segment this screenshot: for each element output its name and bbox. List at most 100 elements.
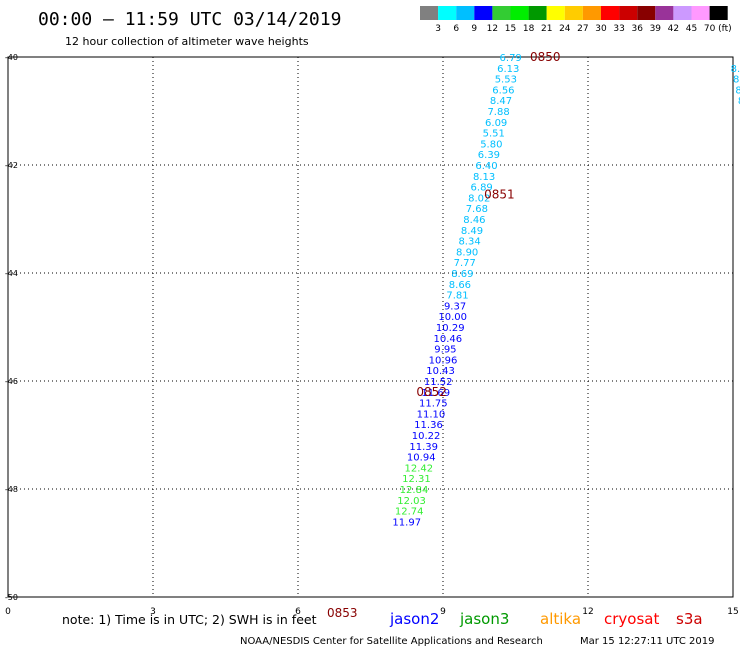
scale-swatch [655,6,674,20]
footer-credit: NOAA/NESDIS Center for Satellite Applica… [240,636,543,647]
swh-value-label: 10.46 [434,334,463,345]
swh-value-label: 6.79 [500,53,522,64]
satellite-label: cryosat [604,610,659,628]
axes: 0 3 6 9 12 15 -40 -42 -44 -46 -48 -50 [5,53,739,617]
scale-label: 33 [613,24,624,34]
x-tick-label: 12 [582,607,593,617]
swh-value-label: 8.34 [458,237,480,248]
swh-value-label: 12.31 [402,474,431,485]
swh-value-label: 12.42 [405,463,434,474]
swh-value-label: 6.13 [497,64,519,75]
time-label: 0851 [484,188,515,202]
y-tick-label: -40 [5,53,18,62]
swh-value-label: 9.95 [434,345,456,356]
swh-value-label: 6.09 [485,118,507,129]
swh-value-label: 6.89 [471,183,493,194]
time-label: 0853 [327,606,358,620]
scale-label: 12 [487,24,498,34]
swh-value-label: 6.40 [475,161,497,172]
plot-frame [7,56,734,598]
swh-value-label: 7.81 [446,291,468,302]
swh-value-label: 10.22 [412,431,441,442]
scale-label: 21 [541,24,552,34]
swh-value-label: 8 [735,85,740,96]
swh-value-label: 12.84 [400,485,429,496]
swh-value-label: 10.43 [426,366,455,377]
scale-swatch [582,6,601,20]
scale-label: 18 [523,24,535,34]
chart-subtitle: 12 hour collection of altimeter wave hei… [65,35,309,48]
swh-value-label: 8.02 [468,193,490,204]
swh-value-label: 8 [733,75,739,86]
swh-value-label: 8.13 [473,172,495,183]
data-points: 6.796.135.536.568.477.886.095.515.806.39… [327,50,740,620]
scale-label: 45 [686,24,697,34]
swh-value-label: 10.29 [436,323,465,334]
scale-swatch [709,6,728,20]
swh-value-label: 5.53 [495,75,517,86]
scale-unit: (ft) [718,24,732,34]
scale-swatch [474,6,493,20]
y-tick-label: -50 [5,593,18,602]
swh-value-label: 8.3 [731,64,740,75]
scale-swatch [528,6,547,20]
swh-value-label: 6.56 [492,85,514,96]
swh-value-label: 8.66 [449,280,471,291]
satellite-label: jason2 [389,610,439,628]
satellite-label: s3a [676,610,703,628]
swh-value-label: 11.97 [392,517,421,528]
footer-note: note: 1) Time is in UTC; 2) SWH is in fe… [62,612,317,627]
x-tick-label: 15 [727,607,738,617]
satellite-label: altika [540,610,581,628]
x-tick-label: 6 [295,607,301,617]
swh-value-label: 10.94 [407,453,436,464]
x-tick-label: 9 [440,607,446,617]
scale-swatch [673,6,692,20]
swh-value-label: 7.88 [487,107,509,118]
scale-swatch [510,6,529,20]
swh-value-label: 8.90 [456,247,478,258]
swh-value-label: 8.69 [451,269,473,280]
scale-swatch [492,6,511,20]
scale-label: 27 [577,24,588,34]
scale-swatch [420,6,439,20]
swh-value-label: 11.39 [409,442,438,453]
scale-label: 9 [471,24,477,34]
time-label: 0852 [416,385,447,399]
swh-value-label: 10.00 [438,312,467,323]
swh-value-label: 7.77 [454,258,476,269]
scale-swatch [637,6,656,20]
y-tick-label: -48 [5,485,18,494]
swh-value-label: 12.03 [397,496,426,507]
swh-value-label: 11.36 [414,420,443,431]
swh-value-label: 11.52 [424,377,453,388]
swh-value-label: 9.37 [444,301,466,312]
scale-swatch [601,6,620,20]
scale-label: 30 [595,24,607,34]
scale-swatch [564,6,583,20]
swh-value-label: 8.47 [490,96,512,107]
y-tick-label: -44 [5,269,18,278]
swh-value-label: 8.49 [461,226,483,237]
scale-swatch [456,6,475,20]
swh-value-label: 8 [738,96,740,107]
scale-label: 3 [435,24,441,34]
satellite-legend: jason2 jason3 altika cryosat s3a [389,610,703,628]
color-scale-legend: 3 6 9 12 15 18 21 24 27 30 33 36 39 42 45 70 (ft) [420,6,732,34]
scale-label: 42 [668,24,679,34]
chart-title: 00:00 – 11:59 UTC 03/14/2019 [38,9,341,30]
scale-swatch [546,6,565,20]
swh-value-label: 10.96 [429,355,458,366]
swh-value-label: 6.39 [478,150,500,161]
scale-label: 15 [505,24,516,34]
swh-value-label: 8.46 [463,215,485,226]
scale-swatch [691,6,710,20]
satellite-label: jason3 [459,610,509,628]
swh-value-label: 5.51 [483,129,505,140]
swh-value-label: 5.80 [480,139,502,150]
swh-value-label: 11.75 [419,399,448,410]
swh-value-label: 7.68 [466,204,488,215]
x-tick-label: 3 [150,607,156,617]
scale-swatch [438,6,457,20]
